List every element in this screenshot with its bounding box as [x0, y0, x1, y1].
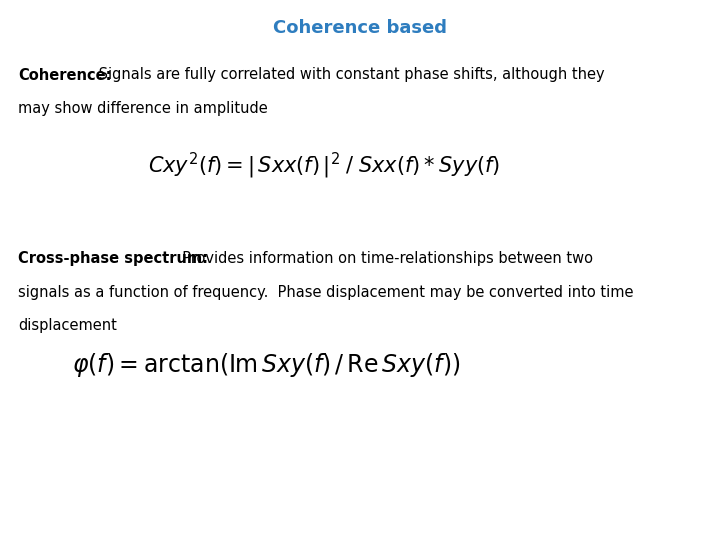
Text: Coherence based: Coherence based [273, 19, 447, 37]
Text: Coherence:: Coherence: [18, 68, 112, 83]
Text: Signals are fully correlated with constant phase shifts, although they: Signals are fully correlated with consta… [94, 68, 604, 83]
Text: signals as a function of frequency.  Phase displacement may be converted into ti: signals as a function of frequency. Phas… [18, 285, 634, 300]
Text: $\varphi(f) = \arctan(\mathrm{Im}\,Sxy(f)\,/\,\mathrm{Re}\,Sxy(f))$: $\varphi(f) = \arctan(\mathrm{Im}\,Sxy(f… [72, 351, 460, 379]
Text: $Cxy^2(f) = |\,Sxx(f)\,|^2 \;/\; Sxx(f)*Syy(f)$: $Cxy^2(f) = |\,Sxx(f)\,|^2 \;/\; Sxx(f)*… [148, 151, 500, 181]
Text: Provides information on time-relationships between two: Provides information on time-relationshi… [173, 251, 593, 266]
Text: Cross-phase spectrum:: Cross-phase spectrum: [18, 251, 208, 266]
Text: may show difference in amplitude: may show difference in amplitude [18, 101, 268, 116]
Text: displacement: displacement [18, 318, 117, 333]
